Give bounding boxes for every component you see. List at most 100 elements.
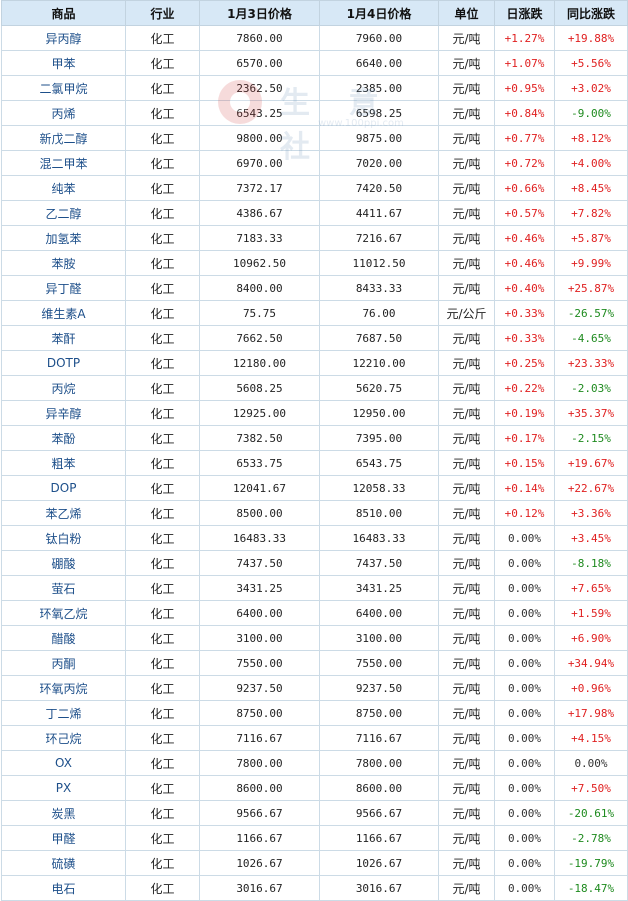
price-jan3-cell: 9800.00 xyxy=(199,125,320,151)
daily-change-cell: 0.00% xyxy=(494,875,555,901)
commodity-name-link[interactable]: 醋酸 xyxy=(1,625,126,651)
commodity-name-link[interactable]: 丙烷 xyxy=(1,375,126,401)
price-jan3-cell: 9237.50 xyxy=(199,675,320,701)
commodity-name-link[interactable]: 丙酮 xyxy=(1,650,126,676)
price-jan4-cell: 6598.25 xyxy=(319,100,439,126)
yoy-change-cell: +9.99% xyxy=(554,250,628,276)
commodity-name-link[interactable]: 维生素A xyxy=(1,300,126,326)
unit-cell: 元/吨 xyxy=(438,425,495,451)
industry-cell: 化工 xyxy=(125,725,200,751)
daily-change-cell: +0.57% xyxy=(494,200,555,226)
commodity-name-link[interactable]: 电石 xyxy=(1,875,126,901)
price-jan4-cell: 1026.67 xyxy=(319,850,439,876)
industry-cell: 化工 xyxy=(125,200,200,226)
price-jan3-cell: 7372.17 xyxy=(199,175,320,201)
yoy-change-cell: +8.45% xyxy=(554,175,628,201)
commodity-name-link[interactable]: 乙二醇 xyxy=(1,200,126,226)
commodity-name-link[interactable]: PX xyxy=(1,775,126,801)
table-row: 萤石 化工 3431.25 3431.25 元/吨 0.00% +7.65% xyxy=(1,575,628,601)
commodity-name-link[interactable]: 甲苯 xyxy=(1,50,126,76)
table-row: 丁二烯 化工 8750.00 8750.00 元/吨 0.00% +17.98% xyxy=(1,700,628,726)
unit-cell: 元/公斤 xyxy=(438,300,495,326)
table-row: 丙烷 化工 5608.25 5620.75 元/吨 +0.22% -2.03% xyxy=(1,375,628,401)
header-yoy-change: 同比涨跌 xyxy=(554,0,628,26)
price-jan4-cell: 8510.00 xyxy=(319,500,439,526)
commodity-name-link[interactable]: 环氧乙烷 xyxy=(1,600,126,626)
industry-cell: 化工 xyxy=(125,125,200,151)
yoy-change-cell: +0.96% xyxy=(554,675,628,701)
commodity-name-link[interactable]: 异辛醇 xyxy=(1,400,126,426)
yoy-change-cell: -8.18% xyxy=(554,550,628,576)
price-jan4-cell: 7420.50 xyxy=(319,175,439,201)
industry-cell: 化工 xyxy=(125,25,200,51)
commodity-name-link[interactable]: 二氯甲烷 xyxy=(1,75,126,101)
commodity-name-link[interactable]: 硼酸 xyxy=(1,550,126,576)
commodity-name-link[interactable]: 加氢苯 xyxy=(1,225,126,251)
daily-change-cell: 0.00% xyxy=(494,850,555,876)
unit-cell: 元/吨 xyxy=(438,700,495,726)
yoy-change-cell: +22.67% xyxy=(554,475,628,501)
table-row: 维生素A 化工 75.75 76.00 元/公斤 +0.33% -26.57% xyxy=(1,300,628,326)
industry-cell: 化工 xyxy=(125,400,200,426)
price-jan4-cell: 7395.00 xyxy=(319,425,439,451)
price-jan3-cell: 2362.50 xyxy=(199,75,320,101)
commodity-name-link[interactable]: 新戊二醇 xyxy=(1,125,126,151)
daily-change-cell: +0.77% xyxy=(494,125,555,151)
price-jan3-cell: 1166.67 xyxy=(199,825,320,851)
commodity-name-link[interactable]: 异丁醛 xyxy=(1,275,126,301)
industry-cell: 化工 xyxy=(125,375,200,401)
unit-cell: 元/吨 xyxy=(438,550,495,576)
commodity-name-link[interactable]: 苯酚 xyxy=(1,425,126,451)
yoy-change-cell: +19.67% xyxy=(554,450,628,476)
commodity-name-link[interactable]: 炭黑 xyxy=(1,800,126,826)
price-jan3-cell: 7662.50 xyxy=(199,325,320,351)
daily-change-cell: +0.66% xyxy=(494,175,555,201)
table-row: 加氢苯 化工 7183.33 7216.67 元/吨 +0.46% +5.87% xyxy=(1,225,628,251)
commodity-name-link[interactable]: 苯酐 xyxy=(1,325,126,351)
industry-cell: 化工 xyxy=(125,875,200,901)
commodity-name-link[interactable]: 环氧丙烷 xyxy=(1,675,126,701)
commodity-name-link[interactable]: 环己烷 xyxy=(1,725,126,751)
price-jan4-cell: 9875.00 xyxy=(319,125,439,151)
price-jan4-cell: 8433.33 xyxy=(319,275,439,301)
commodity-name-link[interactable]: 丁二烯 xyxy=(1,700,126,726)
commodity-name-link[interactable]: 钛白粉 xyxy=(1,525,126,551)
yoy-change-cell: +7.50% xyxy=(554,775,628,801)
commodity-name-link[interactable]: 苯胺 xyxy=(1,250,126,276)
yoy-change-cell: +3.36% xyxy=(554,500,628,526)
daily-change-cell: +0.14% xyxy=(494,475,555,501)
table-row: 硼酸 化工 7437.50 7437.50 元/吨 0.00% -8.18% xyxy=(1,550,628,576)
unit-cell: 元/吨 xyxy=(438,450,495,476)
commodity-name-link[interactable]: 混二甲苯 xyxy=(1,150,126,176)
yoy-change-cell: +7.65% xyxy=(554,575,628,601)
commodity-name-link[interactable]: 粗苯 xyxy=(1,450,126,476)
commodity-name-link[interactable]: DOP xyxy=(1,475,126,501)
price-jan3-cell: 7382.50 xyxy=(199,425,320,451)
table-row: 纯苯 化工 7372.17 7420.50 元/吨 +0.66% +8.45% xyxy=(1,175,628,201)
yoy-change-cell: +25.87% xyxy=(554,275,628,301)
unit-cell: 元/吨 xyxy=(438,725,495,751)
price-jan3-cell: 7437.50 xyxy=(199,550,320,576)
price-jan3-cell: 1026.67 xyxy=(199,850,320,876)
commodity-name-link[interactable]: 萤石 xyxy=(1,575,126,601)
commodity-name-link[interactable]: 丙烯 xyxy=(1,100,126,126)
commodity-name-link[interactable]: 异丙醇 xyxy=(1,25,126,51)
commodity-name-link[interactable]: 甲醛 xyxy=(1,825,126,851)
industry-cell: 化工 xyxy=(125,450,200,476)
commodity-name-link[interactable]: 苯乙烯 xyxy=(1,500,126,526)
industry-cell: 化工 xyxy=(125,75,200,101)
commodity-name-link[interactable]: 硫磺 xyxy=(1,850,126,876)
commodity-name-link[interactable]: 纯苯 xyxy=(1,175,126,201)
yoy-change-cell: +3.45% xyxy=(554,525,628,551)
commodity-name-link[interactable]: OX xyxy=(1,750,126,776)
table-header-row: 商品 行业 1月3日价格 1月4日价格 单位 日涨跌 同比涨跌 xyxy=(1,0,628,26)
unit-cell: 元/吨 xyxy=(438,850,495,876)
commodity-name-link[interactable]: DOTP xyxy=(1,350,126,376)
daily-change-cell: 0.00% xyxy=(494,800,555,826)
daily-change-cell: +1.27% xyxy=(494,25,555,51)
price-jan3-cell: 8400.00 xyxy=(199,275,320,301)
yoy-change-cell: +4.15% xyxy=(554,725,628,751)
yoy-change-cell: -18.47% xyxy=(554,875,628,901)
price-jan3-cell: 6570.00 xyxy=(199,50,320,76)
